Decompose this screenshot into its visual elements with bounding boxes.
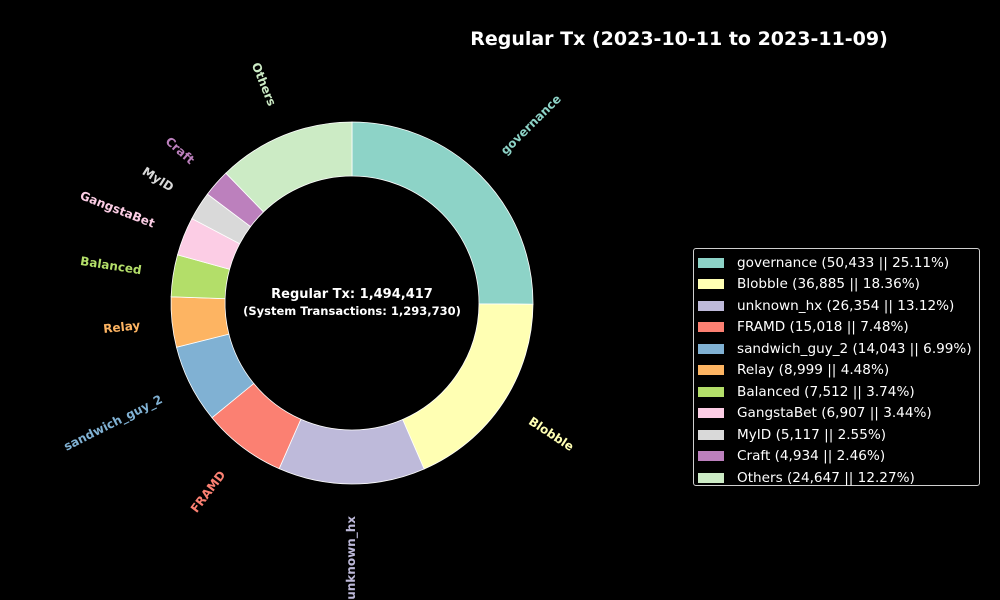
slice-label-craft: Craft [163, 134, 198, 167]
legend-swatch [698, 429, 724, 440]
slice-label-blobble: Blobble [526, 414, 576, 454]
legend-item: FRAMD (15,018 || 7.48%) [698, 317, 975, 339]
legend-label: Craft (4,934 || 2.46%) [737, 448, 886, 465]
legend-swatch [698, 365, 724, 376]
legend-item: Others (24,647 || 12.27%) [698, 467, 975, 489]
slice-others [225, 121, 353, 213]
legend-label: sandwich_guy_2 (14,043 || 6.99%) [737, 340, 972, 357]
slice-blobble [402, 303, 534, 470]
slice-label-governance: governance [498, 92, 564, 158]
slice-label-gangstabet: GangstaBet [78, 188, 157, 230]
legend-label: Relay (8,999 || 4.48%) [737, 362, 890, 379]
slice-unknown-hx [278, 418, 425, 485]
legend-item: Blobble (36,885 || 18.36%) [698, 274, 975, 296]
slices-group [170, 121, 534, 485]
slice-label-unknown-hx: unknown_hx [344, 516, 359, 600]
legend-label: unknown_hx (26,354 || 13.12%) [737, 297, 955, 314]
legend-label: Balanced (7,512 || 3.74%) [737, 383, 915, 400]
center-total-label: Regular Tx: 1,494,417 [271, 287, 433, 302]
legend-item: MyID (5,117 || 2.55%) [698, 424, 975, 446]
legend-swatch [698, 257, 724, 268]
center-system-label: (System Transactions: 1,293,730) [243, 304, 461, 318]
legend-swatch [698, 322, 724, 333]
legend-item: GangstaBet (6,907 || 3.44%) [698, 403, 975, 425]
legend-swatch [698, 451, 724, 462]
legend-item: Craft (4,934 || 2.46%) [698, 446, 975, 468]
legend-item: sandwich_guy_2 (14,043 || 6.99%) [698, 338, 975, 360]
legend-item: Relay (8,999 || 4.48%) [698, 360, 975, 382]
chart-title: Regular Tx (2023-10-11 to 2023-11-09) [470, 28, 888, 50]
legend-swatch [698, 279, 724, 290]
legend-item: unknown_hx (26,354 || 13.12%) [698, 295, 975, 317]
legend-swatch [698, 472, 724, 483]
legend-item: governance (50,433 || 25.11%) [698, 252, 975, 274]
slice-label-others: Others [249, 60, 279, 108]
legend-item: Balanced (7,512 || 3.74%) [698, 381, 975, 403]
legend-swatch [698, 386, 724, 397]
legend-label: Others (24,647 || 12.27%) [737, 469, 915, 486]
slice-label-sandwich-guy-2: sandwich_guy_2 [61, 392, 165, 454]
legend-label: FRAMD (15,018 || 7.48%) [737, 319, 909, 336]
slice-label-balanced: Balanced [79, 254, 142, 277]
legend: governance (50,433 || 25.11%) Blobble (36… [693, 248, 980, 486]
legend-label: Blobble (36,885 || 18.36%) [737, 276, 920, 293]
legend-swatch [698, 408, 724, 419]
legend-label: governance (50,433 || 25.11%) [737, 254, 950, 271]
slice-label-relay: Relay [103, 318, 141, 336]
legend-label: MyID (5,117 || 2.55%) [737, 426, 887, 443]
legend-swatch [698, 300, 724, 311]
legend-label: GangstaBet (6,907 || 3.44%) [737, 405, 932, 422]
legend-swatch [698, 343, 724, 354]
slice-label-framd: FRAMD [188, 468, 229, 515]
slice-label-myid: MyID [140, 164, 176, 194]
